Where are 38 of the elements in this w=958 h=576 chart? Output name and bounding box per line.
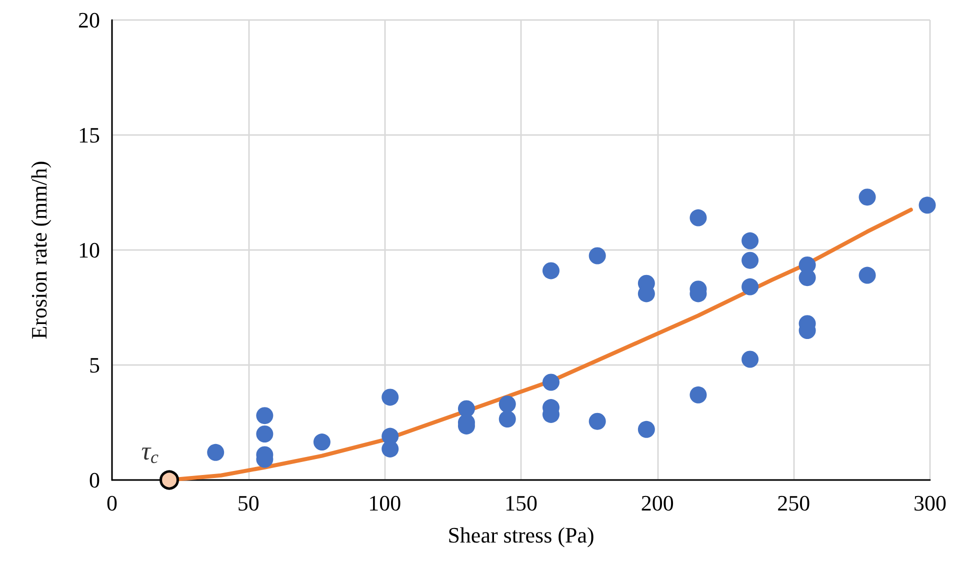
point — [207, 444, 224, 461]
point — [588, 247, 606, 264]
point — [256, 426, 274, 442]
x-tick-label: 300 — [914, 490, 946, 516]
point — [742, 278, 759, 296]
y-tick-label: 15 — [78, 122, 100, 148]
point — [798, 269, 816, 286]
point — [588, 412, 606, 430]
y-tick-label: 20 — [78, 8, 100, 32]
x-tick-label: 250 — [777, 490, 810, 516]
point — [458, 400, 475, 418]
x-axis-title: Shear stress (Pa) — [448, 522, 594, 548]
point — [742, 252, 759, 269]
point — [742, 232, 759, 250]
point — [690, 209, 707, 226]
y-tick-label: 0 — [89, 468, 100, 492]
x-tick-label: 100 — [368, 490, 402, 516]
y-axis-title: Erosion rate (mm/h) — [26, 160, 52, 340]
point — [498, 396, 516, 413]
point — [638, 420, 655, 438]
point — [858, 266, 876, 284]
point — [256, 407, 274, 424]
point — [918, 196, 936, 214]
point — [742, 350, 759, 368]
point — [690, 386, 707, 404]
y-tick-label: 10 — [78, 238, 100, 262]
point — [542, 262, 560, 280]
point — [160, 470, 180, 490]
x-tick-label: 200 — [640, 490, 674, 516]
point — [858, 188, 876, 206]
x-tick-label: 150 — [504, 490, 538, 516]
x-tick-label: 0 — [106, 490, 118, 516]
y-tick-label: 5 — [89, 352, 100, 378]
point — [498, 410, 516, 428]
point — [542, 374, 560, 391]
point — [313, 434, 330, 451]
x-tick-label: 50 — [237, 490, 260, 516]
point — [382, 388, 399, 406]
